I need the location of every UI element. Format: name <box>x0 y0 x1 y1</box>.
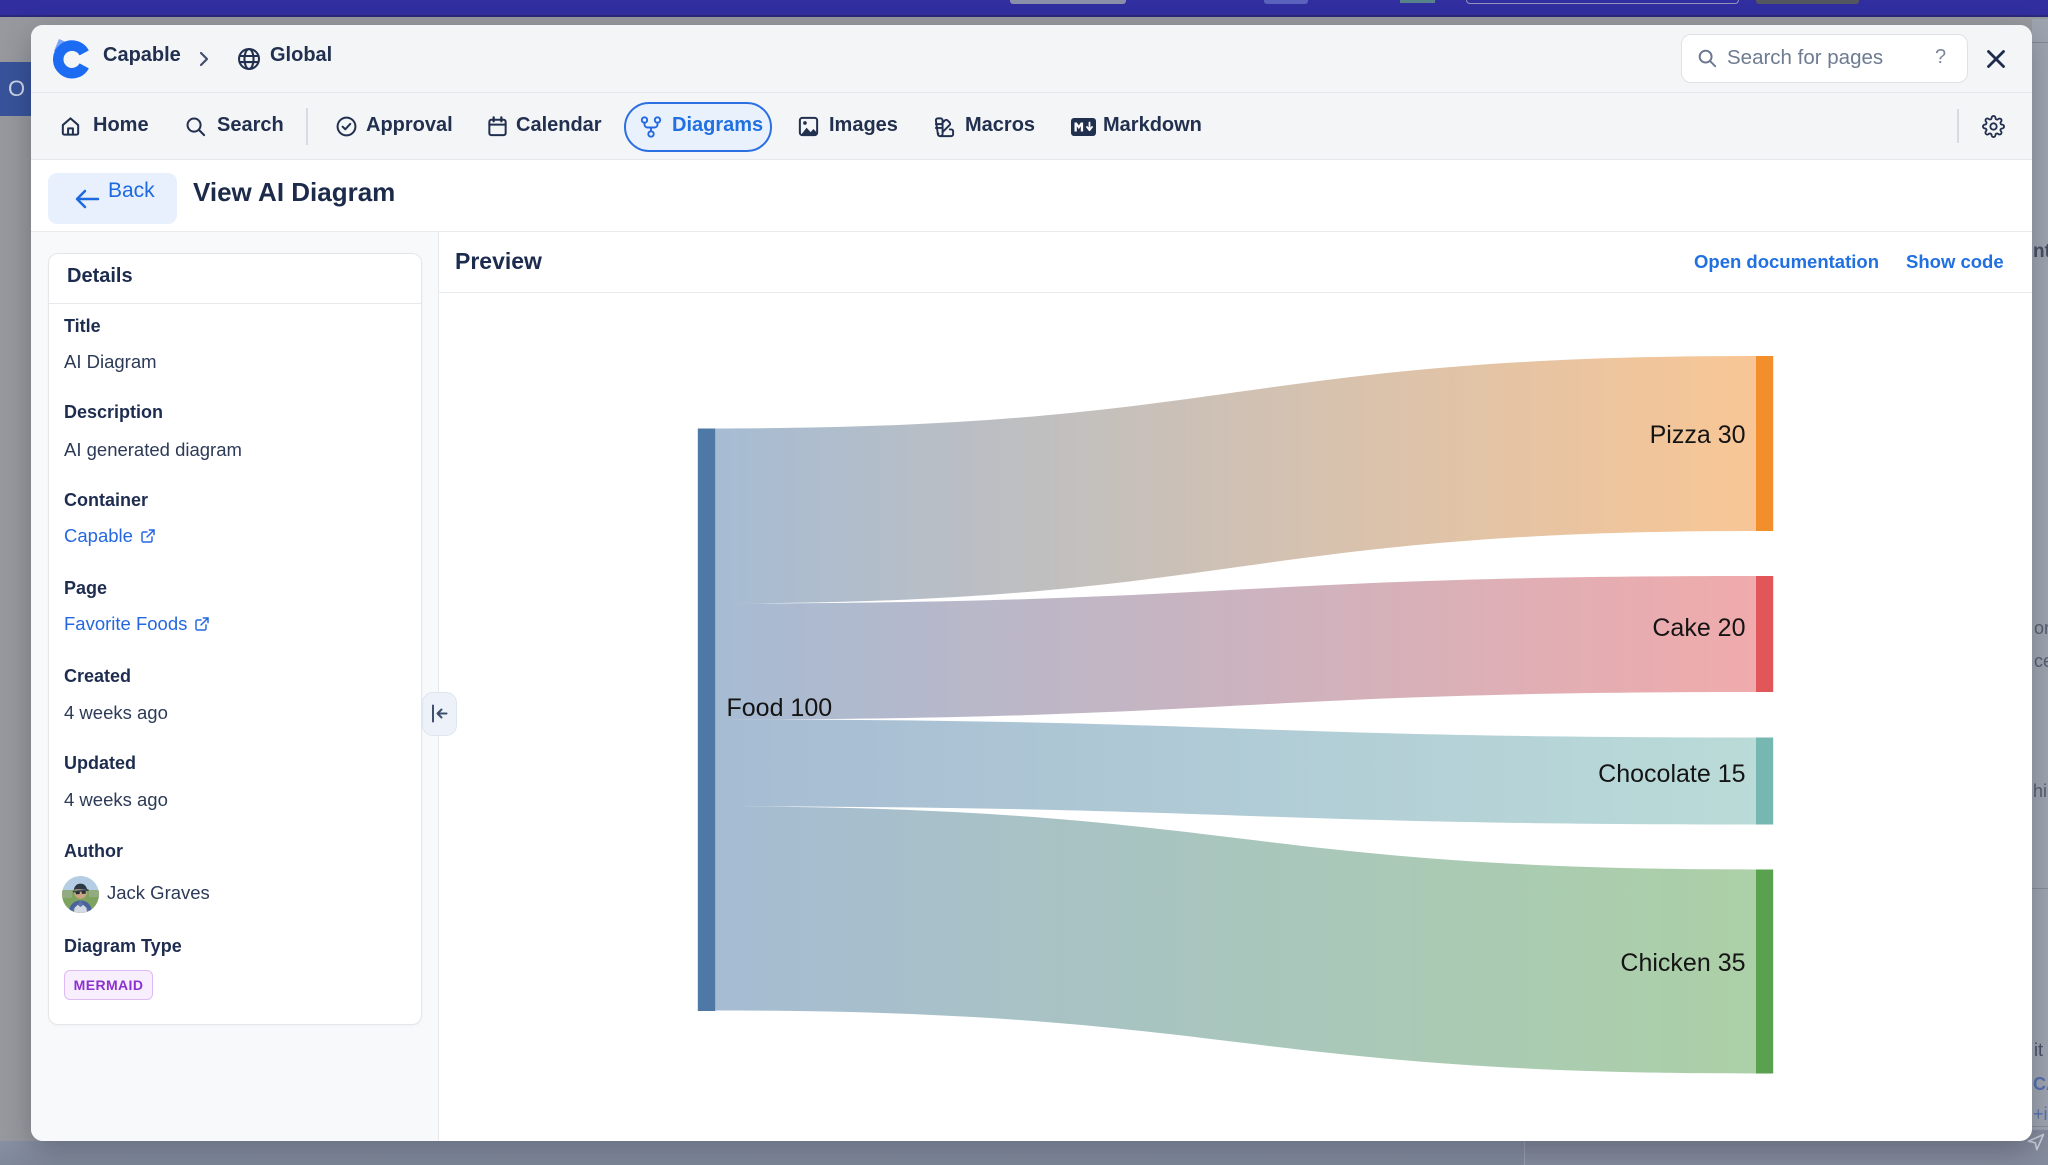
svg-text:Food 100: Food 100 <box>727 694 833 722</box>
svg-text:Cake 20: Cake 20 <box>1652 614 1745 642</box>
svg-text:Chocolate 15: Chocolate 15 <box>1598 760 1745 788</box>
svg-text:Pizza 30: Pizza 30 <box>1650 421 1746 449</box>
svg-text:Chicken 35: Chicken 35 <box>1620 949 1745 977</box>
